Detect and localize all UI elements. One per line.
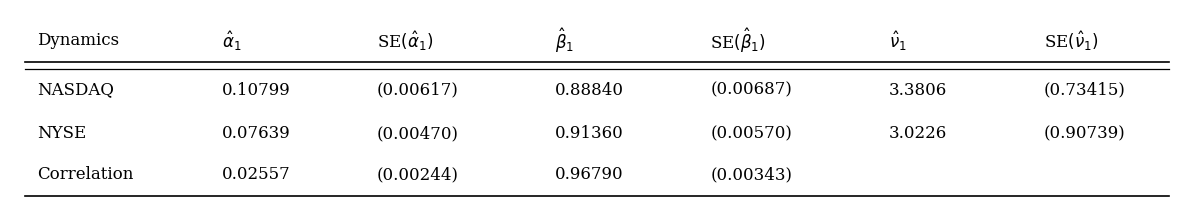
Text: (0.00343): (0.00343) (710, 166, 792, 183)
Text: (0.00470): (0.00470) (376, 125, 458, 142)
Text: (0.00687): (0.00687) (710, 82, 792, 99)
Text: 0.96790: 0.96790 (555, 166, 624, 183)
Text: $\hat{\alpha}_1$: $\hat{\alpha}_1$ (222, 29, 241, 53)
Text: (0.00244): (0.00244) (376, 166, 458, 183)
Text: SE$(\hat{\alpha}_1)$: SE$(\hat{\alpha}_1)$ (376, 29, 432, 53)
Text: 0.02557: 0.02557 (222, 166, 290, 183)
Text: SE$(\hat{\beta}_1)$: SE$(\hat{\beta}_1)$ (710, 27, 765, 55)
Text: NYSE: NYSE (37, 125, 86, 142)
Text: 0.88840: 0.88840 (555, 82, 624, 99)
Text: $\hat{\beta}_1$: $\hat{\beta}_1$ (555, 27, 574, 55)
Text: (0.00617): (0.00617) (376, 82, 458, 99)
Text: 0.10799: 0.10799 (222, 82, 290, 99)
Text: 0.07639: 0.07639 (222, 125, 290, 142)
Text: (0.00570): (0.00570) (710, 125, 792, 142)
Text: Correlation: Correlation (37, 166, 134, 183)
Text: Dynamics: Dynamics (37, 32, 119, 49)
Text: (0.73415): (0.73415) (1044, 82, 1126, 99)
Text: $\hat{\nu}_1$: $\hat{\nu}_1$ (888, 29, 906, 53)
Text: 3.0226: 3.0226 (888, 125, 947, 142)
Text: (0.90739): (0.90739) (1044, 125, 1126, 142)
Text: 0.91360: 0.91360 (555, 125, 624, 142)
Text: 3.3806: 3.3806 (888, 82, 947, 99)
Text: SE$(\hat{\nu}_1)$: SE$(\hat{\nu}_1)$ (1044, 29, 1098, 53)
Text: NASDAQ: NASDAQ (37, 82, 113, 99)
